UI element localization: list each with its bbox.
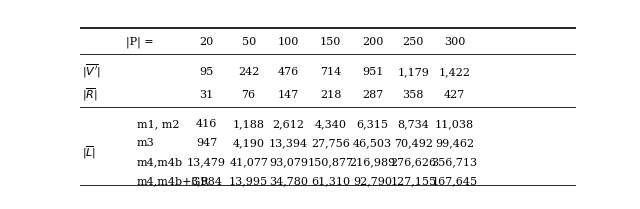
- Text: 250: 250: [403, 37, 424, 47]
- Text: m1, m2: m1, m2: [137, 119, 180, 129]
- Text: 287: 287: [362, 90, 383, 100]
- Text: 13,394: 13,394: [269, 138, 308, 148]
- Text: 95: 95: [199, 67, 214, 77]
- Text: 358: 358: [403, 90, 424, 100]
- Text: 27,756: 27,756: [311, 138, 350, 148]
- Text: 76: 76: [241, 90, 256, 100]
- Text: 276,626: 276,626: [390, 157, 436, 167]
- Text: m4,m4b+GR: m4,m4b+GR: [137, 176, 210, 186]
- Text: $|\overline{L}|$: $|\overline{L}|$: [83, 144, 97, 161]
- Text: 300: 300: [444, 37, 465, 47]
- Text: 216,989: 216,989: [349, 157, 396, 167]
- Text: 1,188: 1,188: [233, 119, 265, 129]
- Text: 61,310: 61,310: [311, 176, 350, 186]
- Text: 20: 20: [199, 37, 214, 47]
- Text: 200: 200: [362, 37, 383, 47]
- Text: 1,422: 1,422: [438, 67, 470, 77]
- Text: 34,780: 34,780: [269, 176, 308, 186]
- Text: 11,038: 11,038: [435, 119, 474, 129]
- Text: 46,503: 46,503: [353, 138, 392, 148]
- Text: 416: 416: [196, 119, 217, 129]
- Text: 3,984: 3,984: [191, 176, 223, 186]
- Text: 6,315: 6,315: [356, 119, 388, 129]
- Text: 4,340: 4,340: [314, 119, 346, 129]
- Text: 714: 714: [320, 67, 341, 77]
- Text: 13,995: 13,995: [229, 176, 268, 186]
- Text: 99,462: 99,462: [435, 138, 474, 148]
- Text: 100: 100: [278, 37, 299, 47]
- Text: 92,790: 92,790: [353, 176, 392, 186]
- Text: 150,877: 150,877: [307, 157, 353, 167]
- Text: 2,612: 2,612: [273, 119, 305, 129]
- Text: 31: 31: [199, 90, 214, 100]
- Text: 947: 947: [196, 138, 217, 148]
- Text: $|\overline{R}|$: $|\overline{R}|$: [83, 87, 98, 103]
- Text: |P| =: |P| =: [125, 36, 153, 48]
- Text: 427: 427: [444, 90, 465, 100]
- Text: m3: m3: [137, 138, 155, 148]
- Text: 356,713: 356,713: [431, 157, 477, 167]
- Text: 93,079: 93,079: [269, 157, 308, 167]
- Text: 13,479: 13,479: [187, 157, 226, 167]
- Text: 41,077: 41,077: [229, 157, 268, 167]
- Text: 218: 218: [320, 90, 341, 100]
- Text: m4,m4b: m4,m4b: [137, 157, 183, 167]
- Text: 127,155: 127,155: [390, 176, 436, 186]
- Text: 167,645: 167,645: [431, 176, 477, 186]
- Text: 8,734: 8,734: [397, 119, 429, 129]
- Text: 70,492: 70,492: [394, 138, 433, 148]
- Text: 242: 242: [238, 67, 259, 77]
- Text: 147: 147: [278, 90, 299, 100]
- Text: 951: 951: [362, 67, 383, 77]
- Text: 150: 150: [320, 37, 341, 47]
- Text: 476: 476: [278, 67, 299, 77]
- Text: 1,179: 1,179: [397, 67, 429, 77]
- Text: $|\overline{V^{\prime}}|$: $|\overline{V^{\prime}}|$: [83, 63, 101, 80]
- Text: 50: 50: [241, 37, 256, 47]
- Text: 4,190: 4,190: [233, 138, 265, 148]
